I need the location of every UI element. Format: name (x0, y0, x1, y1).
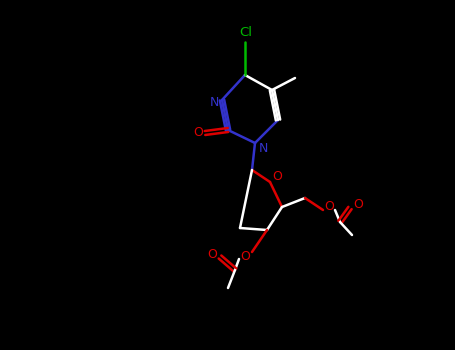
Text: O: O (272, 170, 282, 183)
Text: O: O (324, 201, 334, 214)
Text: O: O (193, 126, 203, 140)
Text: O: O (207, 247, 217, 260)
Text: N: N (258, 141, 268, 154)
Text: O: O (353, 198, 363, 211)
Text: N: N (209, 96, 219, 108)
Text: O: O (240, 250, 250, 262)
Text: Cl: Cl (239, 26, 253, 38)
